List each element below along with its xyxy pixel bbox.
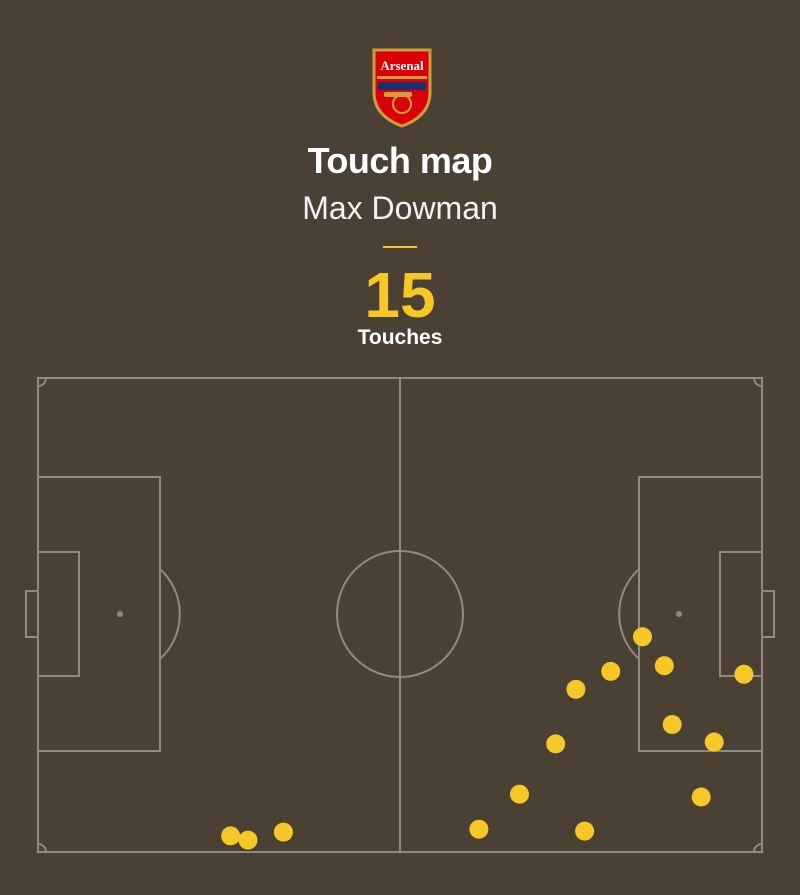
touch-point-10 — [633, 627, 652, 647]
football-pitch — [25, 377, 775, 853]
left-penalty-spot — [117, 611, 123, 617]
touch-point-6 — [546, 734, 566, 754]
touch-point-3 — [273, 822, 293, 842]
touch-point-13 — [691, 787, 711, 807]
touch-point-14 — [704, 732, 724, 752]
touch-point-15 — [734, 664, 754, 684]
touch-point-7 — [566, 679, 586, 699]
crest-text: Arsenal — [380, 58, 424, 73]
touch-point-8 — [575, 821, 595, 841]
player-name: Max Dowman — [302, 190, 498, 226]
left-six-yard-box — [37, 551, 80, 677]
corner-arc-top-left — [37, 377, 47, 387]
corner-arc-bottom-right — [753, 843, 763, 853]
left-penalty-arc — [159, 568, 181, 660]
right-penalty-area — [638, 476, 763, 752]
touch-point-12 — [662, 715, 682, 734]
touch-point-2 — [238, 830, 258, 850]
centre-circle — [336, 550, 464, 678]
touch-point-11 — [654, 656, 674, 676]
touch-point-4 — [469, 819, 489, 839]
left-goal — [25, 590, 39, 638]
right-goal — [761, 590, 775, 638]
right-penalty-arc — [618, 568, 640, 660]
chart-title: Touch map — [307, 140, 493, 181]
right-six-yard-box — [719, 551, 763, 677]
arsenal-crest-logo: Arsenal — [372, 48, 432, 128]
touch-points — [221, 627, 754, 850]
touch-point-5 — [510, 784, 529, 804]
touch-count: 15 — [364, 259, 436, 331]
right-penalty-spot — [676, 611, 682, 617]
touch-point-1 — [221, 826, 241, 846]
corner-arc-bottom-left — [37, 843, 47, 853]
corner-arc-top-right — [753, 377, 763, 387]
touch-point-9 — [601, 661, 621, 681]
touch-count-label: Touches — [357, 326, 443, 349]
left-penalty-area — [37, 476, 161, 752]
divider-line — [383, 246, 417, 248]
